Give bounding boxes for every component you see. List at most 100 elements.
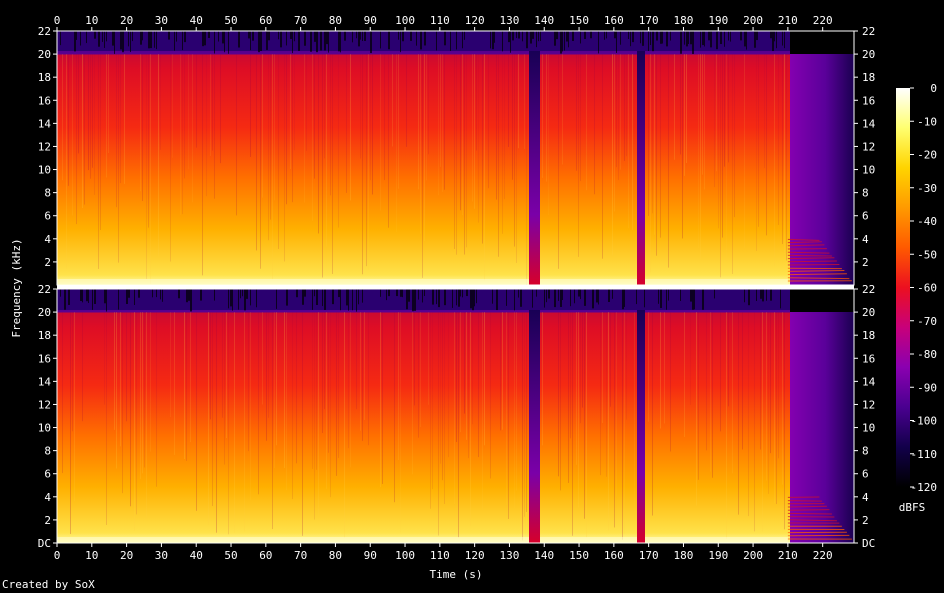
spectral-streak — [782, 54, 783, 245]
x-tick-label-top: 100 — [395, 14, 415, 27]
spectral-streak — [348, 312, 349, 449]
spectral-streak — [776, 312, 777, 505]
spectral-streak — [686, 54, 687, 163]
spectral-streak — [762, 312, 763, 532]
spectral-streak — [482, 54, 483, 244]
channel-2-fadeout — [790, 312, 854, 543]
spectral-streak — [268, 312, 269, 418]
spectral-streak — [620, 54, 621, 170]
cutoff-spike — [444, 289, 446, 306]
cutoff-spike — [700, 31, 701, 48]
spectral-streak — [786, 54, 787, 261]
spectral-streak — [398, 312, 399, 461]
spectral-streak — [684, 312, 685, 437]
x-tick-label-bottom: 50 — [224, 549, 237, 562]
spectral-streak — [464, 312, 465, 414]
x-tick-label-bottom: 30 — [155, 549, 168, 562]
spectral-streak — [438, 312, 439, 536]
cutoff-spike — [304, 31, 306, 46]
y-tick-label-left: 4 — [44, 491, 51, 504]
spectral-streak — [106, 54, 107, 178]
cutoff-spike — [188, 289, 190, 301]
cutoff-spike — [554, 31, 556, 46]
cutoff-spike — [684, 31, 685, 45]
cutoff-spike — [756, 289, 757, 302]
channel-2-spectrogram — [56, 288, 855, 544]
x-tick-label-top: 210 — [778, 14, 798, 27]
cutoff-spike — [364, 31, 366, 41]
spectral-streak — [700, 54, 701, 260]
spectral-streak — [400, 312, 401, 533]
cutoff-spike — [694, 289, 695, 310]
spectral-streak — [614, 312, 615, 528]
spectral-streak — [680, 54, 681, 155]
y-tick-label-right: 20 — [862, 306, 875, 319]
cutoff-spike — [322, 289, 323, 307]
colorbar-tick-label: -90 — [917, 381, 937, 394]
cutoff-spike — [134, 289, 135, 305]
x-tick-label-top: 50 — [224, 14, 237, 27]
low-frequency-band — [57, 279, 788, 284]
spectral-streak — [286, 54, 287, 205]
x-tick-label-top: 70 — [294, 14, 307, 27]
spectral-streak — [360, 312, 361, 431]
cutoff-spike — [400, 289, 402, 297]
cutoff-spike — [184, 31, 186, 43]
cutoff-spike — [714, 289, 715, 299]
cutoff-spike — [436, 31, 437, 51]
spectral-streak — [418, 312, 419, 438]
cutoff-spike — [670, 31, 671, 41]
cutoff-spike — [370, 31, 372, 54]
cutoff-spike — [182, 31, 183, 51]
x-tick-label-bottom: 210 — [778, 549, 798, 562]
spectral-streak — [322, 54, 323, 278]
spectral-streak — [268, 54, 269, 241]
spectral-streak — [478, 312, 479, 458]
channel-2-fadeout-empty-band — [790, 289, 854, 312]
spectral-streak — [406, 54, 407, 147]
cutoff-spike — [598, 289, 599, 305]
cutoff-spike — [422, 289, 423, 303]
bottom-x-axis: 0 10 20 30 40 50 60 70 80 90 100 110 120 130 140 150 160… — [54, 543, 833, 562]
spectral-streak — [344, 312, 345, 538]
channel-2-quiet-section-b — [637, 310, 645, 543]
y-tick-label-right: 10 — [862, 422, 875, 435]
cutoff-spike — [112, 31, 114, 46]
cutoff-spike — [94, 289, 96, 304]
cutoff-spike — [142, 31, 143, 41]
cutoff-spike — [780, 289, 781, 309]
spectral-streak — [624, 312, 625, 534]
y-tick-label-left: 16 — [38, 352, 51, 365]
spectral-streak — [326, 312, 327, 489]
spectral-streak — [278, 54, 279, 249]
spectral-streak — [656, 54, 657, 256]
spectral-streak — [382, 312, 383, 484]
y-tick-label-left: 16 — [38, 94, 51, 107]
cutoff-spike — [716, 31, 718, 50]
spectral-streak — [244, 312, 245, 532]
cutoff-spike — [314, 289, 315, 297]
spectral-streak — [498, 54, 499, 257]
spectral-streak — [482, 312, 483, 510]
spectral-streak — [222, 312, 223, 418]
y-tick-label-left: 8 — [44, 187, 51, 200]
y-axis-label: Frequency (kHz) — [10, 238, 23, 337]
spectral-streak — [170, 312, 171, 418]
cutoff-spike — [174, 31, 175, 51]
spectral-streak — [652, 312, 653, 516]
spectral-streak — [614, 54, 615, 212]
cutoff-spike — [456, 31, 457, 50]
x-tick-label-bottom: 80 — [329, 549, 342, 562]
spectral-streak — [466, 54, 467, 248]
spectral-streak — [444, 312, 445, 504]
spectral-streak — [142, 312, 143, 474]
cutoff-spike — [156, 289, 157, 298]
cutoff-spike — [474, 289, 475, 307]
spectral-streak — [380, 54, 381, 211]
cutoff-spike — [584, 289, 586, 306]
spectral-streak — [698, 54, 699, 248]
spectral-streak — [696, 312, 697, 506]
cutoff-spike — [148, 31, 150, 49]
cutoff-spike — [94, 31, 96, 39]
spectral-streak — [192, 54, 193, 203]
